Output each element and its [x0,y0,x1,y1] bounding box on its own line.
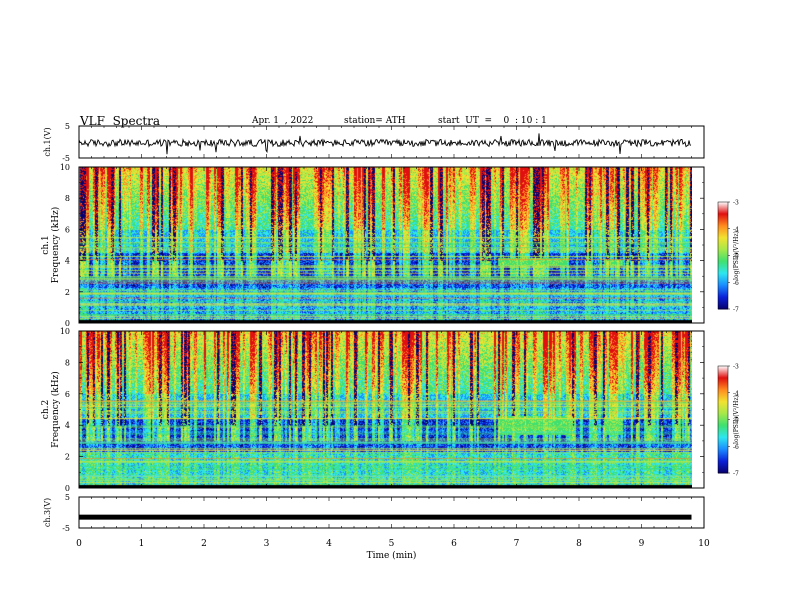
y-tick-label-p1-0: 5 [65,122,70,131]
y-tick-label-p3-3: 6 [65,390,70,399]
y-tick-label-p2-3: 6 [65,225,70,234]
ch3-waveform-line [79,514,692,520]
y-tick-label-p2-1: 2 [65,288,70,297]
x-tick-label-2: 2 [201,539,207,549]
x-tick-label-10: 10 [698,539,710,549]
chart-title: VLF Spectra [80,114,161,128]
y-tick-label-p2-0: 0 [65,319,70,328]
colorbar-p2 [717,201,729,310]
y-tick-label-p4-1: -5 [62,524,70,533]
y-tick-label-p2-2: 4 [65,257,70,266]
y-tick-label-p3-1: 2 [65,453,70,462]
channel-label-ch1: ch.1 [41,235,51,254]
y-tick-label-p4-0: 5 [65,493,70,502]
colorbar-tick-p2-1: -4 [733,226,739,233]
y-axis-label-p4: ch.3(V) [43,498,52,527]
y-axis-label-p1: ch.1(V) [43,127,52,156]
x-tick-label-6: 6 [451,539,457,549]
x-tick-label-5: 5 [389,539,395,549]
start-ut-label: start UT = 0 : 10 : 1 [438,116,547,126]
y-tick-label-p1-1: -5 [62,154,70,163]
x-tick-label-9: 9 [639,539,645,549]
colorbar-p3 [717,365,729,474]
colorbar-label-p2: log(PSD)(V²/Hz) [733,231,740,280]
panel-frame-4 [78,496,705,529]
frequency-axis-label-p3: Frequency (kHz) [50,371,61,448]
x-tick-label-4: 4 [326,539,332,549]
y-tick-label-p2-4: 8 [65,194,70,203]
x-tick-label-0: 0 [76,539,82,549]
station-label: station= ATH [344,116,406,126]
y-tick-label-p3-2: 4 [65,421,70,430]
frequency-axis-label-p2: Frequency (kHz) [50,207,61,284]
colorbar-tick-p2-0: -3 [733,200,739,207]
x-axis-label: Time (min) [367,550,417,561]
colorbar-tick-p2-4: -7 [733,307,739,314]
colorbar-tick-p2-2: -5 [733,253,739,260]
x-tick-label-3: 3 [264,539,270,549]
y-tick-label-p3-4: 8 [65,358,70,367]
spectrogram-image-ch1 [79,167,692,323]
ch1-waveform-line [78,133,692,155]
x-tick-label-1: 1 [139,539,145,549]
date-label: Apr. 1 , 2022 [252,116,314,126]
x-tick-label-8: 8 [576,539,582,549]
x-tick-label-7: 7 [514,539,520,549]
colorbar-tick-p3-3: -6 [733,444,739,451]
colorbar-label-p3: log(PSD)(V²/Hz) [733,395,740,444]
y-tick-label-p3-5: 10 [60,327,70,336]
colorbar-tick-p3-2: -5 [733,417,739,424]
colorbar-tick-p3-0: -3 [733,364,739,371]
y-tick-label-p3-0: 0 [65,484,70,493]
colorbar-tick-p3-4: -7 [733,471,739,478]
channel-label-ch2: ch.2 [41,400,51,419]
y-tick-label-p2-5: 10 [60,163,70,172]
colorbar-tick-p3-1: -4 [733,390,739,397]
spectrogram-image-ch2 [79,331,692,488]
colorbar-tick-p2-3: -6 [733,280,739,287]
